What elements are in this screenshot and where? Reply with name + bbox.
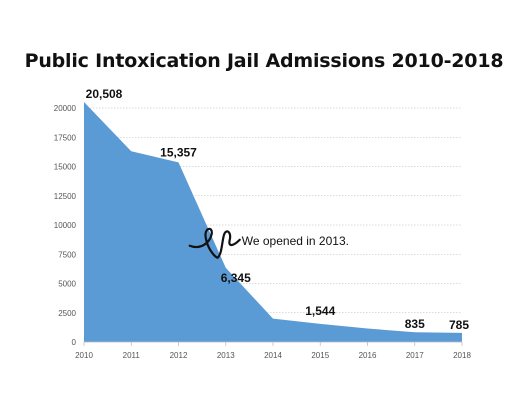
data-label: 15,357 (160, 145, 197, 159)
series-area (84, 102, 462, 342)
y-tick-label: 10000 (54, 221, 77, 230)
data-label: 20,508 (86, 87, 123, 101)
y-tick-label: 5000 (58, 280, 76, 289)
annotation: We opened in 2013. (188, 227, 349, 259)
x-tick-label: 2018 (453, 351, 471, 360)
y-tick-label: 20000 (54, 104, 77, 113)
axes: 0 2500 5000 7500 10000 12500 15000 17500 20000 20… (54, 104, 472, 360)
annotation-text: We opened in 2013. (242, 234, 349, 248)
annotation-mark (188, 227, 241, 259)
y-tick-label: 7500 (58, 250, 76, 259)
data-labels: 20,508 15,357 6,345 1,544 835 785 (86, 87, 470, 332)
x-tick-label: 2012 (170, 351, 188, 360)
x-tick-label: 2010 (75, 351, 93, 360)
x-tick-label: 2014 (264, 351, 282, 360)
y-tick-label: 12500 (54, 192, 77, 201)
chart-title: Public Intoxication Jail Admissions 2010… (24, 50, 504, 72)
data-label: 1,544 (305, 304, 335, 318)
x-tick-label: 2013 (217, 351, 235, 360)
y-tick-label: 17500 (54, 133, 77, 142)
x-tick-label: 2011 (123, 351, 141, 360)
area-series (84, 102, 462, 342)
x-tick-label: 2016 (359, 351, 377, 360)
y-tick-label: 2500 (58, 309, 76, 318)
data-label: 785 (449, 318, 469, 332)
x-tick-label: 2017 (406, 351, 424, 360)
y-tick-label: 15000 (54, 163, 77, 172)
y-tick-label: 0 (72, 338, 77, 347)
data-label: 835 (405, 317, 425, 331)
x-tick-label: 2015 (311, 351, 329, 360)
data-label: 6,345 (221, 271, 251, 285)
